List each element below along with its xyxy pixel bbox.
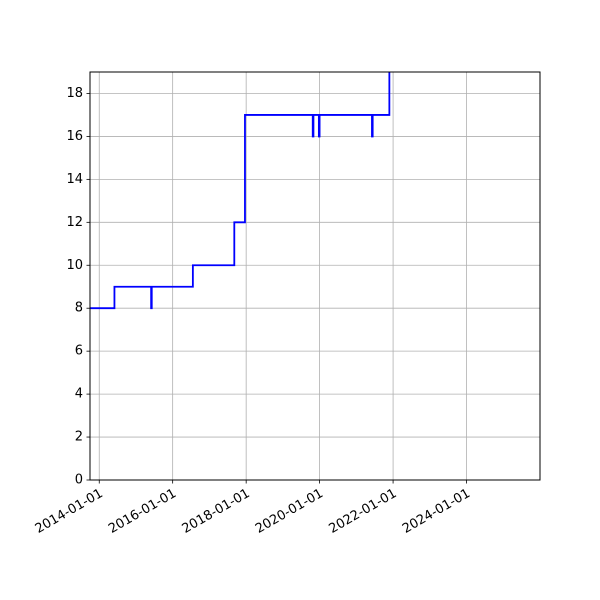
y-tick-label: 0 <box>75 473 83 488</box>
plot-frame <box>89 71 541 481</box>
y-tick-label: 6 <box>75 344 83 359</box>
y-tick-label: 2 <box>75 430 83 445</box>
y-tick-label: 8 <box>75 301 83 316</box>
y-tick-label: 10 <box>66 258 83 273</box>
y-tick-label: 12 <box>66 215 83 230</box>
series-layer <box>90 72 391 310</box>
y-tick-label: 4 <box>75 387 83 402</box>
series-line <box>90 72 391 310</box>
grid <box>90 72 540 481</box>
y-tick-label: 18 <box>66 86 83 101</box>
y-tick-label: 16 <box>66 129 83 144</box>
y-tick-label: 14 <box>66 172 83 187</box>
y-axis: 0 2 4 6 8 10 12 14 16 18 <box>66 86 90 488</box>
